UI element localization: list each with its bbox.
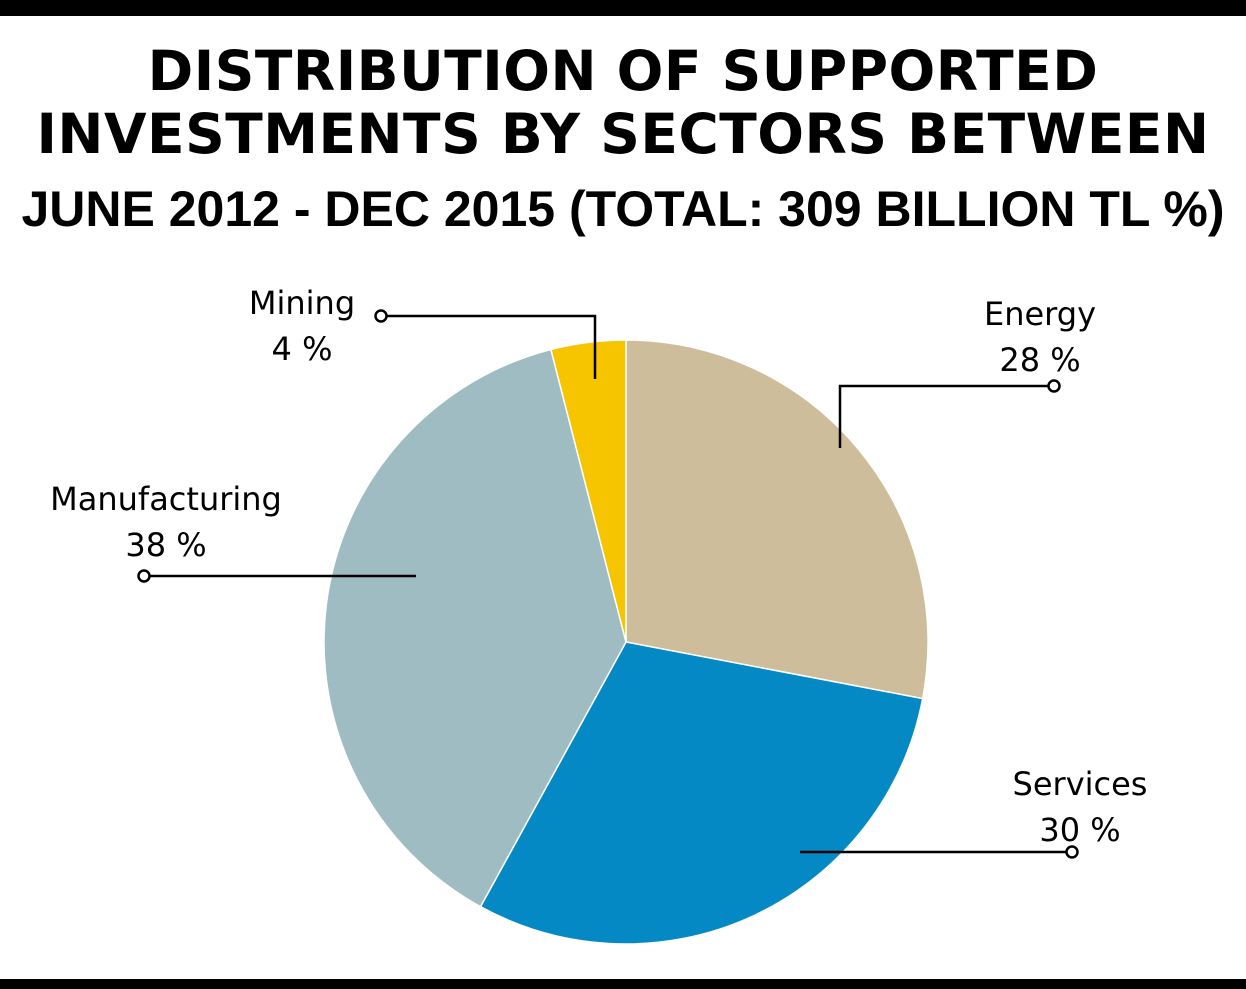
leader-dot-energy — [1047, 379, 1061, 393]
leader-line-energy — [838, 384, 1054, 448]
slice-value-energy: 28 % — [999, 341, 1080, 379]
top-rule — [0, 0, 1246, 16]
chart-title-line-1: DISTRIBUTION OF SUPPORTED — [147, 39, 1099, 103]
slice-value-mining: 4 % — [272, 330, 333, 368]
chart-title-line-2: INVESTMENTS BY SECTORS BETWEEN — [36, 102, 1210, 166]
pie-slice-mining — [549, 339, 627, 643]
callout-manufacturing: Manufacturing 38 % — [50, 480, 416, 583]
callout-mining: Mining 4 % — [249, 284, 597, 379]
callout-energy: Energy 28 % — [838, 295, 1096, 448]
slice-label-manufacturing: Manufacturing — [50, 480, 282, 518]
pie-slice-manufacturing — [323, 348, 627, 908]
slice-value-services: 30 % — [1039, 811, 1120, 849]
leader-dot-manufacturing — [137, 569, 151, 583]
leader-line-mining — [381, 314, 597, 379]
leader-dot-mining — [374, 309, 388, 323]
slice-label-mining: Mining — [249, 284, 355, 322]
slice-label-services: Services — [1013, 765, 1148, 803]
callout-services: Services 30 % — [800, 765, 1148, 859]
pie-slice-energy — [625, 339, 929, 700]
pie-slices — [323, 339, 929, 945]
pie-slice-services — [479, 641, 924, 945]
slice-label-energy: Energy — [984, 295, 1096, 333]
chart-subtitle: JUNE 2012 - DEC 2015 (TOTAL: 309 BILLION… — [21, 181, 1225, 237]
bottom-rule — [0, 979, 1246, 989]
leader-dot-services — [1065, 845, 1079, 859]
slice-value-manufacturing: 38 % — [125, 526, 206, 564]
